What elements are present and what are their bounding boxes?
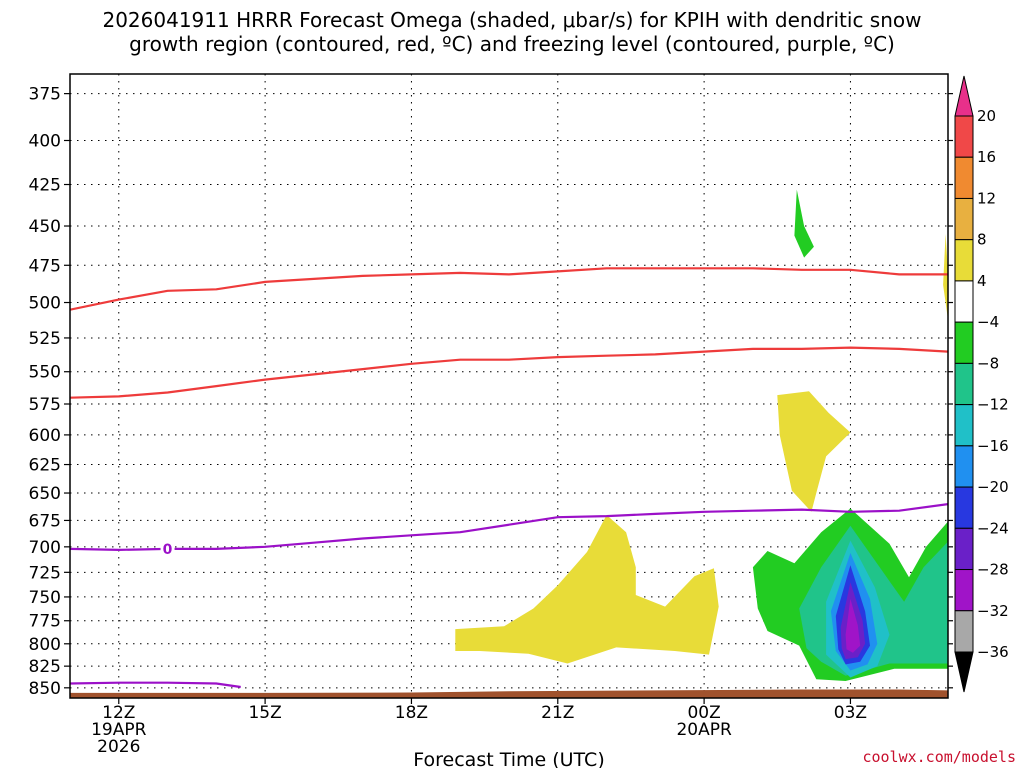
freezing-level-contour	[70, 503, 948, 552]
title-line-1: 2026041911 HRRR Forecast Omega (shaded, …	[102, 8, 921, 32]
colorbar-label-13: −32	[977, 602, 1009, 620]
colorbar-segment-9	[954, 445, 974, 488]
colorbar-label-9: −16	[977, 437, 1009, 455]
x-tick-label-12Z-1: 12Z	[102, 703, 135, 723]
y-tick-label-625: 625	[29, 456, 61, 476]
x-tick-label-15Z-1: 15Z	[248, 703, 281, 723]
y-tick-label-825: 825	[29, 657, 61, 677]
x-tick-label-03Z-1: 03Z	[834, 703, 867, 723]
y-tick-label-700: 700	[29, 538, 61, 558]
y-tick-label-675: 675	[29, 511, 61, 531]
colorbar-label-4: 8	[977, 231, 987, 249]
credit-link[interactable]: coolwx.com/models	[862, 748, 1016, 766]
colorbar-label-14: −36	[977, 643, 1009, 661]
x-tick-label-21Z-1: 21Z	[541, 703, 574, 723]
colorbar-segment-12	[954, 569, 974, 612]
y-tick-label-725: 725	[29, 563, 61, 583]
colorbar-segment-5	[954, 280, 974, 323]
colorbar-segment-3	[954, 197, 974, 241]
colorbar-top-triangle	[954, 75, 974, 117]
colorbar-bottom-triangle	[954, 651, 974, 693]
x-tick-label-00Z-1: 00Z	[687, 703, 720, 723]
y-tick-label-775: 775	[29, 612, 61, 632]
y-tick-label-600: 600	[29, 426, 61, 446]
colorbar-segment-10	[954, 486, 974, 529]
x-axis-title: Forecast Time (UTC)	[413, 749, 604, 768]
y-tick-label-400: 400	[29, 131, 61, 151]
title-line-2: growth region (contoured, red, ºC) and f…	[129, 32, 895, 56]
colorbar-label-3: 12	[977, 189, 996, 207]
colorbar-segment-4	[954, 239, 974, 282]
colorbar-label-12: −28	[977, 561, 1009, 579]
colorbar-segment-8	[954, 404, 974, 447]
omega-region-1	[794, 189, 814, 258]
plot-area: 0	[69, 73, 949, 699]
y-tick-label-375: 375	[29, 85, 61, 105]
plot-frame	[69, 73, 949, 699]
y-tick-label-550: 550	[29, 363, 61, 383]
colorbar: 20 16 12 8 4 −4 −8 −12 −16 −20 −24 −28 −32 −36	[954, 75, 1009, 693]
y-tick-label-850: 850	[29, 679, 61, 699]
colorbar-label-5: 4	[977, 272, 987, 290]
colorbar-segment-2	[954, 156, 974, 199]
y-tick-label-500: 500	[29, 294, 61, 314]
y-tick-label-575: 575	[29, 395, 61, 415]
y-tick-label-750: 750	[29, 588, 61, 608]
omega-region-3	[777, 391, 851, 512]
x-tick-label-00Z-2: 20APR	[676, 720, 732, 740]
colorbar-label-2: 16	[977, 148, 996, 166]
freezing-label-bg	[160, 540, 175, 557]
chart-title: 2026041911 HRRR Forecast Omega (shaded, …	[102, 8, 921, 56]
colorbar-label-7: −8	[977, 354, 999, 372]
freezing-level-contour-low	[70, 681, 241, 689]
y-tick-label-650: 650	[29, 484, 61, 504]
x-tick-label-12Z-2: 19APR	[91, 720, 147, 740]
colorbar-segment-7	[954, 362, 974, 406]
colorbar-label-8: −12	[977, 396, 1009, 414]
y-tick-label-525: 525	[29, 329, 61, 349]
terrain-fill	[70, 689, 948, 698]
y-tick-label-425: 425	[29, 176, 61, 196]
plot-contents: 0	[70, 74, 948, 698]
freezing-level-label: 0	[163, 542, 173, 558]
y-axis: 375 400 425 450 475 500 525 550 575 600 625 650 675 7…	[29, 85, 953, 699]
dendritic-contour-upper	[70, 267, 948, 311]
dendritic-contour-lower	[70, 346, 948, 399]
colorbar-segment-13	[954, 610, 974, 653]
colorbar-label-1: 20	[977, 107, 996, 125]
y-tick-label-450: 450	[29, 217, 61, 237]
colorbar-segment-11	[954, 527, 974, 571]
y-tick-label-475: 475	[29, 256, 61, 276]
y-tick-label-800: 800	[29, 635, 61, 655]
omega-region-4	[455, 515, 719, 664]
colorbar-segment-6	[954, 321, 974, 364]
colorbar-label-10: −20	[977, 478, 1009, 496]
omega-region-11	[845, 598, 861, 653]
x-tick-label-18Z-1: 18Z	[395, 703, 428, 723]
omega-region-2	[943, 234, 948, 320]
x-tick-label-12Z-3: 2026	[97, 737, 140, 757]
colorbar-label-6: −4	[977, 313, 999, 331]
colorbar-segment-1	[954, 115, 974, 158]
colorbar-label-11: −24	[977, 519, 1009, 537]
